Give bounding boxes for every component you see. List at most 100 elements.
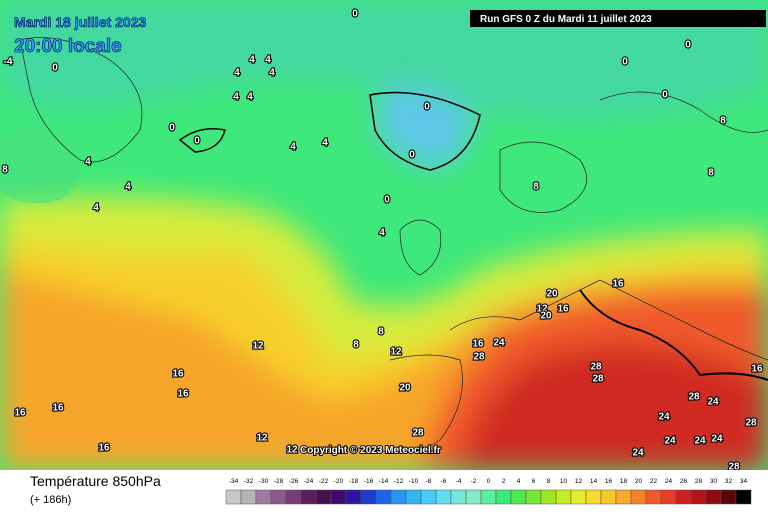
contour-label: 12 <box>390 347 402 358</box>
scale-swatch <box>225 489 242 505</box>
contour-label: 28 <box>412 428 424 439</box>
scale-swatch <box>585 489 602 505</box>
scale-swatch <box>570 489 587 505</box>
scale-tick-label: -8 <box>426 478 432 485</box>
contour-label: 16 <box>177 389 189 400</box>
scale-tick-label: -20 <box>334 478 344 485</box>
contour-label: 8 <box>378 327 384 338</box>
scale-swatch <box>465 489 482 505</box>
contour-label: 8 <box>720 116 726 127</box>
run-info: Run GFS 0 Z du Mardi 11 juillet 2023 <box>480 14 652 25</box>
scale-swatch <box>720 489 737 505</box>
scale-swatch <box>330 489 347 505</box>
scale-tick-label: 34 <box>740 478 748 485</box>
contour-label: 0 <box>384 195 390 206</box>
scale-tick-label: -18 <box>349 478 359 485</box>
contour-label: 4 <box>234 68 240 79</box>
contour-label: 16 <box>472 339 484 350</box>
scale-swatch <box>240 489 257 505</box>
scale-tick-label: 24 <box>665 478 673 485</box>
scale-tick-label: 22 <box>650 478 658 485</box>
contour-label: 12 <box>536 304 548 315</box>
scale-swatch <box>315 489 332 505</box>
contour-label: 24 <box>694 436 706 447</box>
contour-label: 8 <box>353 340 359 351</box>
contour-label: 8 <box>2 165 8 176</box>
scale-swatch <box>705 489 722 505</box>
contour-label: 24 <box>711 434 723 445</box>
scale-tick-label: 18 <box>620 478 628 485</box>
scale-tick-label: 10 <box>560 478 568 485</box>
contour-label: 28 <box>688 392 700 403</box>
scale-tick-label: -12 <box>394 478 404 485</box>
forecast-time: 20:00 locale <box>14 36 122 57</box>
scale-tick-label: -34 <box>229 478 239 485</box>
contour-label: 20 <box>540 311 552 322</box>
contour-label: 28 <box>592 374 604 385</box>
scale-tick-label: -14 <box>379 478 389 485</box>
scale-tick-label: 30 <box>710 478 718 485</box>
coastlines <box>19 37 768 454</box>
scale-tick-label: -16 <box>364 478 374 485</box>
scale-swatch <box>510 489 527 505</box>
contour-label: 16 <box>172 369 184 380</box>
scale-tick-label: -28 <box>274 478 284 485</box>
contour-label: 0 <box>662 90 668 101</box>
scale-swatch <box>735 489 752 505</box>
scale-tick-label: -4 <box>456 478 462 485</box>
contour-label: 4 <box>233 92 239 103</box>
run-box <box>470 10 766 27</box>
contour-label: 16 <box>557 304 569 315</box>
scale-swatch <box>630 489 647 505</box>
contour-label: 8 <box>708 168 714 179</box>
scale-swatch <box>450 489 467 505</box>
contour-label: 0 <box>685 40 691 51</box>
contour-label: 24 <box>658 412 670 423</box>
scale-tick-label: -6 <box>441 478 447 485</box>
temperature-field <box>0 0 768 470</box>
contour-label: 8 <box>533 182 539 193</box>
contour-label: 4 <box>93 203 99 214</box>
scale-tick-label: -22 <box>319 478 329 485</box>
scale-swatch <box>600 489 617 505</box>
contour-label: 28 <box>473 352 485 363</box>
scale-swatch <box>555 489 572 505</box>
contour-label: 28 <box>745 418 757 429</box>
scale-tick-label: 8 <box>547 478 551 485</box>
contour-label: 0 <box>409 150 415 161</box>
contour-label: 4 <box>247 92 253 103</box>
scale-swatch <box>390 489 407 505</box>
scale-swatch <box>495 489 512 505</box>
scale-swatch <box>360 489 377 505</box>
contour-label: 24 <box>632 448 644 459</box>
scale-tick-label: 16 <box>605 478 613 485</box>
contour-label: 16 <box>612 279 624 290</box>
scale-swatch <box>285 489 302 505</box>
footer-title: Température 850hPa <box>30 473 161 489</box>
contour-label: 24 <box>707 397 719 408</box>
scale-swatch <box>660 489 677 505</box>
contour-label: 0 <box>169 123 175 134</box>
contour-label: 20 <box>546 289 558 300</box>
contour-label: 12 <box>286 445 298 456</box>
contour-label: 4 <box>265 55 271 66</box>
contour-label: 0 <box>352 9 358 20</box>
contour-label: 0 <box>194 136 200 147</box>
scale-tick-label: 2 <box>502 478 506 485</box>
contour-label: 12 <box>256 433 268 444</box>
scale-swatch <box>525 489 542 505</box>
scale-tick-label: -10 <box>409 478 419 485</box>
contour-label: 4 <box>379 228 385 239</box>
forecast-date: Mardi 18 juillet 2023 <box>14 14 146 30</box>
scale-tick-label: 6 <box>532 478 536 485</box>
contour-label: 4 <box>322 138 328 149</box>
scale-tick-label: -32 <box>244 478 254 485</box>
scale-tick-label: -30 <box>259 478 269 485</box>
scale-tick-label: 28 <box>695 478 703 485</box>
contour-label: 16 <box>98 443 110 454</box>
contour-label: 4 <box>249 55 255 66</box>
scale-tick-label: 26 <box>680 478 688 485</box>
contour-label: 0 <box>622 57 628 68</box>
